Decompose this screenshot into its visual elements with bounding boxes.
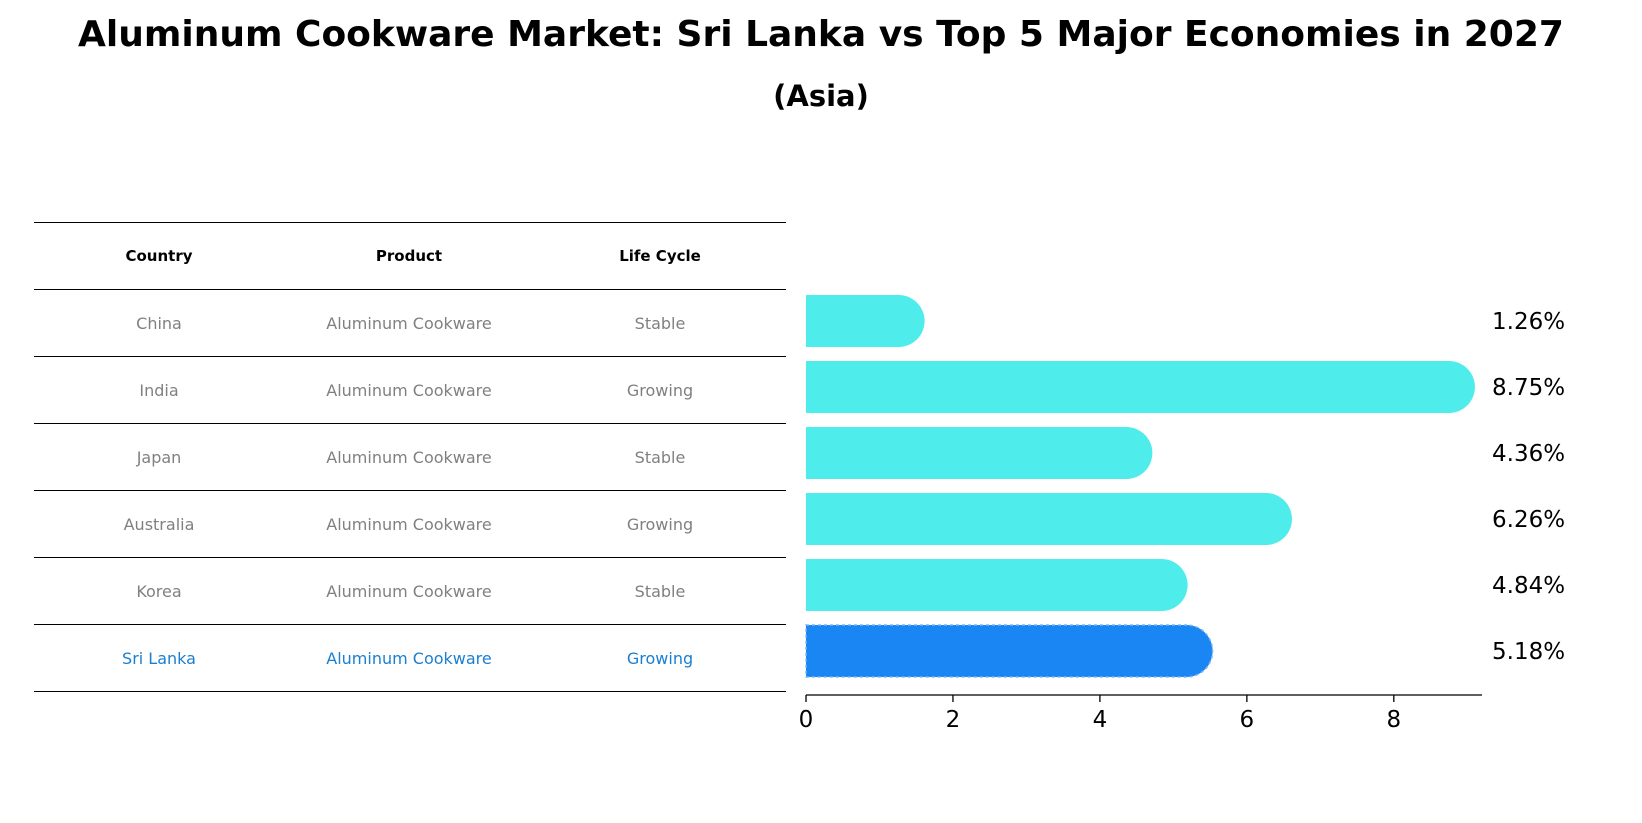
table-row: Korea Aluminum Cookware Stable (34, 557, 786, 624)
bar (806, 295, 925, 347)
header-country: Country (125, 247, 193, 265)
cell-life-cycle: Growing (626, 648, 694, 668)
table-row: Australia Aluminum Cookware Growing (34, 490, 786, 557)
bar-value-label: 5.18% (1492, 639, 1565, 665)
bar (806, 427, 1153, 479)
bar-value-label: 4.36% (1492, 441, 1565, 467)
bar-value-label: 8.75% (1492, 375, 1565, 401)
x-tick-label: 4 (1093, 707, 1108, 733)
bar-value-label: 4.84% (1492, 573, 1565, 599)
x-tick-label: 8 (1387, 707, 1402, 733)
cell-life-cycle: Growing (626, 514, 694, 534)
chart-title: Aluminum Cookware Market: Sri Lanka vs T… (78, 14, 1564, 55)
cell-country: Australia (123, 514, 195, 534)
cell-product: Aluminum Cookware (326, 514, 492, 534)
cell-life-cycle: Stable (634, 313, 686, 333)
cell-country: Korea (136, 581, 182, 601)
header-life-cycle: Life Cycle (619, 247, 701, 265)
chart-subtitle: (Asia) (773, 79, 869, 113)
table-row: India Aluminum Cookware Growing (34, 356, 786, 423)
header-product: Product (375, 247, 443, 265)
bar (806, 361, 1475, 413)
cell-country: Sri Lanka (122, 648, 196, 668)
cell-country: India (139, 380, 179, 400)
cell-country: Japan (136, 447, 182, 467)
table-header-row: Country Product Life Cycle (34, 222, 786, 289)
country-table: Country Product Life Cycle China Aluminu… (34, 222, 786, 692)
x-tick-label: 0 (799, 707, 814, 733)
bar-value-label: 1.26% (1492, 309, 1565, 335)
cell-product: Aluminum Cookware (326, 313, 492, 333)
cell-product: Aluminum Cookware (326, 380, 492, 400)
bar-value-label: 6.26% (1492, 507, 1565, 533)
x-tick-label: 2 (946, 707, 961, 733)
bar (806, 493, 1292, 545)
bar (805, 624, 1214, 678)
cell-product: Aluminum Cookware (326, 447, 492, 467)
cell-country: China (136, 313, 182, 333)
cell-life-cycle: Stable (634, 447, 686, 467)
cell-product: Aluminum Cookware (326, 581, 492, 601)
cell-life-cycle: Stable (634, 581, 686, 601)
table-row: China Aluminum Cookware Stable (34, 289, 786, 356)
cell-life-cycle: Growing (626, 380, 694, 400)
table-row: Japan Aluminum Cookware Stable (34, 423, 786, 490)
bar (806, 559, 1188, 611)
table-row-highlight: Sri Lanka Aluminum Cookware Growing (34, 624, 786, 692)
cell-product: Aluminum Cookware (326, 648, 492, 668)
x-tick-label: 6 (1240, 707, 1255, 733)
